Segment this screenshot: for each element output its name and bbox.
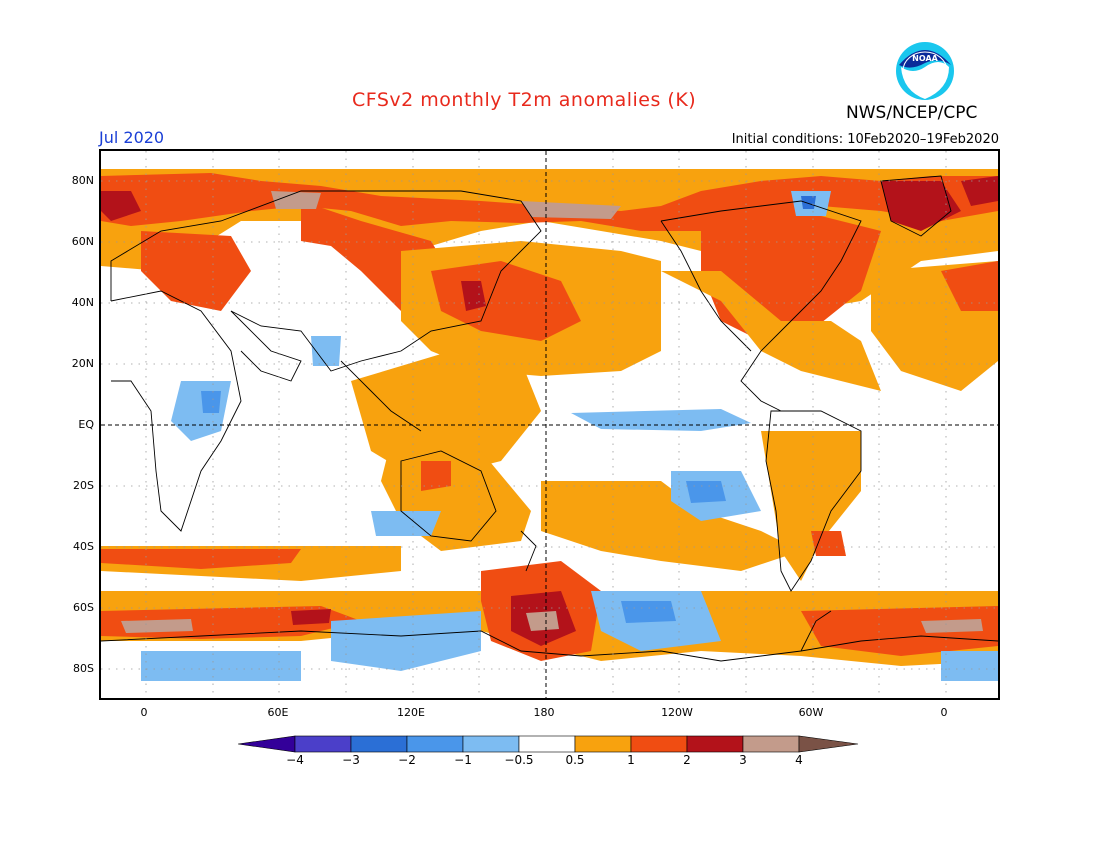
title: CFSv2 monthly T2m anomalies (K) [352,89,697,111]
south-ocean-band-west-hot [101,549,301,569]
lon-label-180: 180 [533,706,555,719]
colorbar-label-1: 1 [627,753,635,767]
colorbar-swatch-8 [686,735,744,753]
colorbar-swatch-6 [574,735,632,753]
antarctic-cool-west [141,651,301,681]
south-ocean-hot-west-mid [291,609,331,625]
lat-label-80n: 80N [71,174,94,187]
antarctic-cool-far-right [941,651,998,681]
na-west-coast [660,220,752,352]
colorbar-label-minus3: −3 [342,753,360,767]
colorbar-swatch-4 [462,735,520,753]
nw-pacific-hot [461,281,486,311]
australia-hot [421,461,451,491]
europe-hot [141,231,251,311]
colorbar-swatch-1 [294,735,352,753]
lon-label-120e: 120E [397,706,425,719]
australia-coast [400,450,497,542]
colorbar [237,734,863,754]
antarctic-cool-east [331,611,481,671]
colorbar-label-minus2: −2 [398,753,416,767]
map-frame [99,149,1000,700]
lon-label-60e: 60E [267,706,289,719]
equatorial-pacific-cool [571,409,751,431]
antarctic-peninsula [800,610,832,652]
cool-anomaly-areas [141,191,998,681]
colorbar-swatch-9 [742,735,800,753]
coastlines [101,175,998,662]
lat-label-40s: 40S [73,540,94,553]
se-asia-coast [340,360,422,432]
na-warm-fringe [661,271,881,391]
logo-text: NOAA [912,54,938,63]
greenland-hot [881,181,961,231]
weddell-extreme-left [121,619,193,633]
lat-label-60n: 60N [71,235,94,248]
india-cool [311,336,341,366]
warm-anomaly-areas [101,169,998,666]
lat-label-20n: 20N [71,357,94,370]
colorbar-label-minus1: −1 [454,753,472,767]
lon-label-0-east: 0 [940,706,948,719]
africa-coast [110,290,242,532]
greenland-coast [880,175,952,237]
reference-lines [101,151,998,698]
arctic-extreme-right [961,176,998,206]
south-america-hot [811,531,846,556]
colorbar-min-arrow [237,735,296,753]
valid-month: Jul 2020 [99,128,165,147]
colorbar-label-05: 0.5 [565,753,585,767]
agency-label: NWS/NCEP/CPC [846,103,978,123]
lat-label-40n: 40N [71,296,94,309]
hudson-cool-core [801,196,816,209]
kara-extreme [271,191,321,209]
east-africa-cool [171,381,231,441]
arctic-extreme-left [101,191,141,221]
new-zealand-coast [520,530,537,572]
colorbar-swatch-7 [630,735,688,753]
lat-label-eq: EQ [78,418,94,431]
colorbar-swatch-3 [406,735,464,753]
south-pacific-warm [541,481,801,571]
east-africa-cool-core [201,391,221,413]
antarctica-coast [101,630,998,662]
lat-label-80s: 80S [73,662,94,675]
lat-label-20s: 20S [73,479,94,492]
colorbar-label-minus4: −4 [286,753,304,767]
colorbar-label-2: 2 [683,753,691,767]
lon-label-120w: 120W [661,706,693,719]
north-america-coast [660,200,862,412]
colorbar-swatch-5 [518,735,576,753]
colorbar-label-4: 4 [795,753,803,767]
colorbar-max-arrow [798,735,859,753]
weddell-extreme-right [921,619,983,633]
colorbar-swatch-2 [350,735,408,753]
noaa-logo: NOAA [895,41,955,101]
arabia-coast [230,310,302,382]
southeast-pacific-cool-core [686,481,726,503]
atlantic-hot [941,261,998,311]
lon-label-60w: 60W [798,706,824,719]
antarctic-cool-pacific-core [621,601,676,623]
colorbar-label-minus05: −0.5 [504,753,534,767]
anomaly-map [101,151,998,698]
lon-label-0: 0 [140,706,148,719]
ross-sea-extreme [526,611,559,631]
gridlines [101,151,998,698]
initial-conditions: Initial conditions: 10Feb2020–19Feb2020 [731,132,999,147]
south-america-warm [761,431,861,581]
southern-ocean-hot-right [801,606,998,656]
lat-label-60s: 60S [73,601,94,614]
colorbar-label-3: 3 [739,753,747,767]
south-america-coast [765,410,862,592]
